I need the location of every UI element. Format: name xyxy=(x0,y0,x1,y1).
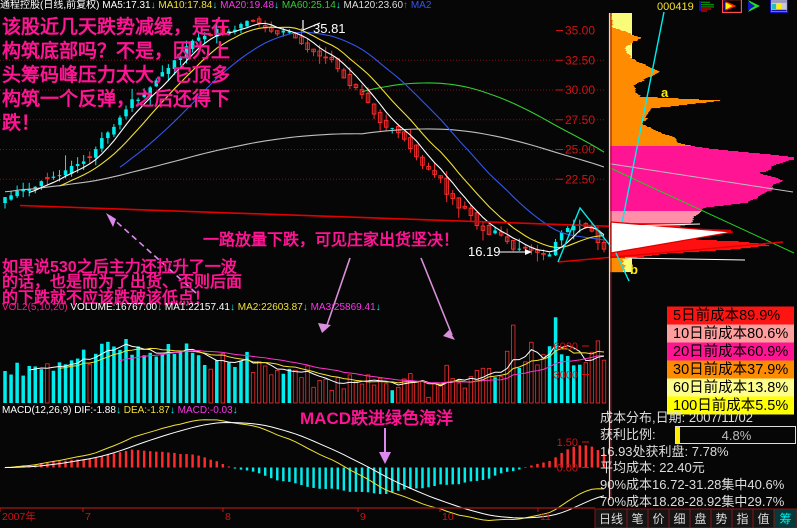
svg-text:9: 9 xyxy=(360,511,366,523)
svg-text:30.00: 30.00 xyxy=(565,83,595,97)
svg-text:指: 指 xyxy=(736,511,748,526)
svg-text:b: b xyxy=(630,262,638,277)
svg-text:筹: 筹 xyxy=(779,512,791,526)
svg-text:a: a xyxy=(661,85,669,100)
svg-text:30日前成本37.9%: 30日前成本37.9% xyxy=(673,361,788,378)
svg-text:势: 势 xyxy=(715,512,727,526)
svg-text:35.81: 35.81 xyxy=(313,21,346,36)
svg-text:8: 8 xyxy=(225,511,231,523)
svg-text:35.00: 35.00 xyxy=(565,24,595,38)
svg-text:7: 7 xyxy=(85,511,91,523)
svg-text:10日前成本80.6%: 10日前成本80.6% xyxy=(673,325,788,342)
svg-text:27.50: 27.50 xyxy=(565,113,595,127)
svg-text:11: 11 xyxy=(540,511,551,523)
svg-text:60日前成本13.8%: 60日前成本13.8% xyxy=(673,379,788,396)
svg-text:20日前成本60.9%: 20日前成本60.9% xyxy=(673,343,788,360)
svg-text:3000: 3000 xyxy=(554,370,578,382)
svg-text:价: 价 xyxy=(652,512,664,526)
svg-text:值: 值 xyxy=(757,511,769,526)
svg-text:盘: 盘 xyxy=(694,511,706,526)
svg-text:10: 10 xyxy=(442,511,454,523)
svg-text:5日前成本89.9%: 5日前成本89.9% xyxy=(673,307,780,324)
svg-text:6000: 6000 xyxy=(554,341,578,353)
svg-text:细: 细 xyxy=(673,512,685,526)
svg-text:0.00: 0.00 xyxy=(557,463,578,475)
svg-text:笔: 笔 xyxy=(631,511,643,526)
svg-text:日线: 日线 xyxy=(599,512,623,526)
svg-text:2007年: 2007年 xyxy=(2,510,36,523)
svg-text:22.50: 22.50 xyxy=(565,172,595,186)
svg-text:1.50: 1.50 xyxy=(557,437,578,449)
svg-text:32.50: 32.50 xyxy=(565,53,595,67)
